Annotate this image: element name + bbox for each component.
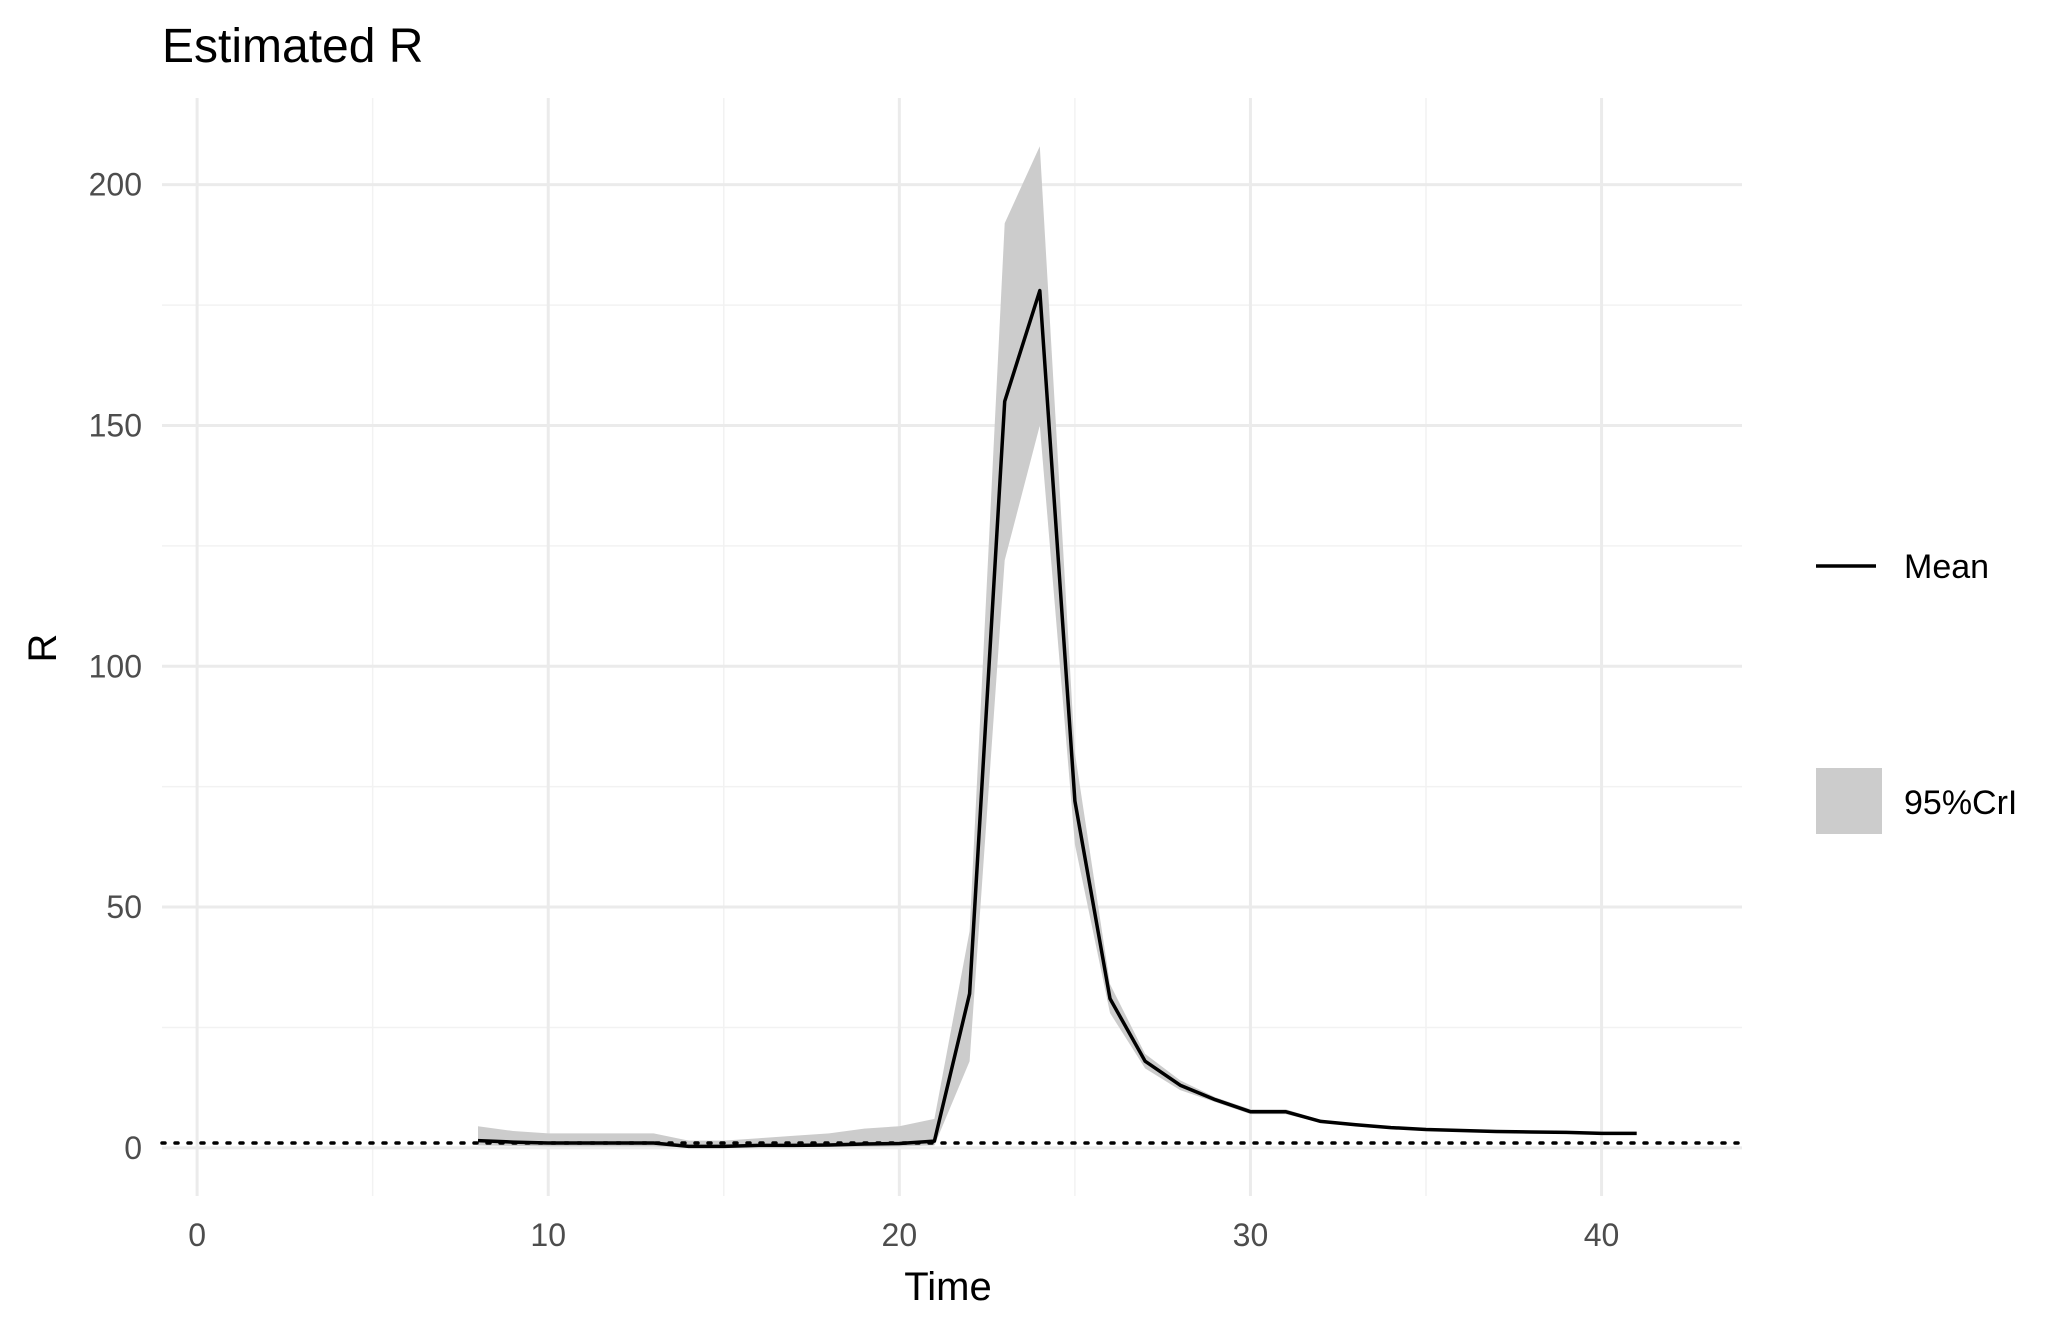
x-tick-label-3: 30	[1233, 1217, 1269, 1253]
x-tick-labels: 0 10 20 30 40	[188, 1217, 1619, 1253]
credible-interval-band-layer	[478, 146, 1637, 1148]
mean-line-layer	[477, 288, 1637, 1149]
y-axis-label: R	[21, 634, 65, 663]
credible-interval-band	[478, 146, 1637, 1148]
grid	[162, 98, 1742, 1196]
legend-band-label: 95%CrI	[1904, 784, 2017, 822]
x-tick-label-1: 10	[530, 1217, 566, 1253]
legend-band-key	[1816, 768, 1882, 834]
legend: Mean 95%CrI	[1816, 548, 2017, 834]
x-tick-label-0: 0	[188, 1217, 206, 1253]
mean-line	[477, 288, 1637, 1149]
y-tick-label-2: 100	[89, 648, 142, 684]
y-tick-label-1: 50	[106, 889, 142, 925]
y-tick-label-0: 0	[124, 1130, 142, 1166]
y-tick-label-4: 200	[89, 167, 142, 203]
legend-mean-label: Mean	[1904, 548, 1989, 586]
y-tick-label-3: 150	[89, 407, 142, 443]
chart-title: Estimated R	[162, 20, 423, 73]
y-tick-labels: 0 50 100 150 200	[89, 167, 142, 1166]
x-tick-label-4: 40	[1584, 1217, 1620, 1253]
x-tick-label-2: 20	[882, 1217, 918, 1253]
x-axis-label: Time	[904, 1265, 991, 1309]
